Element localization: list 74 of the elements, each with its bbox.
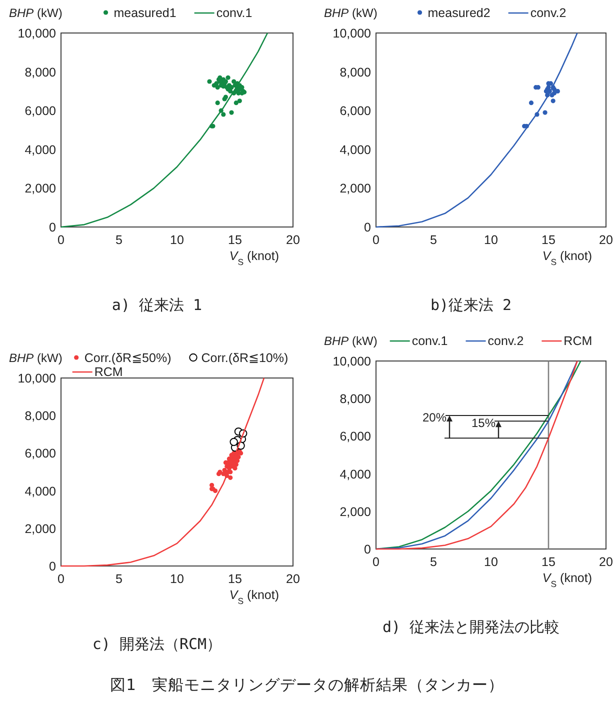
legend-label: conv.1 — [216, 6, 252, 20]
y-tick-label: 2,000 — [24, 182, 56, 196]
y-tick-label: 10,000 — [332, 26, 372, 40]
legend-label: conv.2 — [488, 334, 524, 348]
x-tick-label: 0 — [58, 572, 65, 586]
x-tick-label: 20 — [286, 572, 300, 586]
legend-item: measured2 — [417, 6, 490, 20]
y-tick-label: 6,000 — [24, 104, 56, 118]
y-tick-label: 2,000 — [340, 182, 372, 196]
y-tick-label: 0 — [49, 220, 56, 234]
y-tick-label: 0 — [364, 220, 372, 234]
legend-item: conv.1 — [194, 6, 252, 20]
y-tick-label: 8,000 — [24, 65, 56, 80]
text: d) 従来法と開発法の比較 — [382, 618, 560, 636]
y-tick-label: 0 — [364, 542, 372, 556]
y-axis-title: BHP (kW) — [9, 351, 62, 365]
x-tick-label: 5 — [116, 233, 123, 247]
x-tick-label: 20 — [599, 555, 613, 569]
x-tick-label: 20 — [286, 233, 300, 247]
x-axis-title: V$_{S}$ (knot) — [542, 249, 592, 267]
y-tick-label: 4,000 — [340, 467, 372, 482]
legend-item: RCM — [72, 365, 123, 379]
x-tick-label: 20 — [599, 233, 613, 247]
text: c) 開発法（RCM） — [92, 635, 222, 653]
legend-label: conv.1 — [412, 334, 448, 348]
y-tick-label: 4,000 — [340, 142, 372, 157]
legend-label: RCM — [564, 334, 592, 348]
y-tick-label: 6,000 — [340, 430, 372, 444]
x-tick-label: 15 — [228, 572, 242, 586]
y-tick-label: 6,000 — [340, 104, 372, 118]
x-tick-label: 10 — [484, 233, 498, 247]
y-tick-label: 4,000 — [24, 484, 56, 498]
legend-item: Corr.(δR≦50%) — [74, 351, 172, 365]
x-tick-label: 15 — [542, 233, 556, 247]
x-tick-label: 0 — [372, 555, 380, 569]
x-tick-label: 10 — [484, 555, 498, 569]
annotation: 20% — [422, 410, 447, 425]
legend-item: conv.2 — [466, 334, 524, 348]
legend-item: conv.1 — [390, 334, 448, 348]
legend-label: RCM — [94, 365, 123, 379]
caption: 図1 実船モニタリングデータの解析結果（タンカー） — [110, 676, 504, 694]
x-tick-label: 5 — [430, 555, 438, 569]
annotation: 15% — [471, 416, 496, 430]
x-tick-label: 15 — [542, 555, 556, 569]
y-tick-label: 8,000 — [24, 409, 56, 424]
x-tick-label: 5 — [430, 233, 438, 247]
legend-item: conv.2 — [508, 6, 566, 20]
legend-label: conv.2 — [530, 6, 566, 20]
y-tick-label: 8,000 — [340, 392, 372, 406]
legend-item: measured1 — [103, 6, 176, 20]
x-axis-title: V$_{S}$ (knot) — [542, 571, 592, 589]
text: b)従来法 2 — [430, 296, 512, 314]
y-axis-title: BHP (kW) — [324, 6, 378, 20]
x-tick-label: 10 — [170, 233, 184, 247]
legend-item: Corr.(δR≦10%) — [189, 351, 288, 365]
y-axis-title: BHP (kW) — [9, 6, 62, 20]
x-tick-label: 5 — [116, 572, 123, 586]
y-tick-label: 10,000 — [18, 372, 56, 386]
x-axis-title: V$_{S}$ (knot) — [229, 249, 279, 267]
y-tick-label: 2,000 — [340, 504, 372, 519]
y-axis-title: BHP (kW) — [324, 334, 378, 348]
text: a) 従来法 1 — [112, 296, 202, 314]
y-tick-label: 10,000 — [18, 26, 56, 40]
x-tick-label: 15 — [228, 233, 242, 247]
x-tick-label: 10 — [170, 572, 184, 586]
legend-item: RCM — [542, 334, 592, 348]
y-tick-label: 10,000 — [332, 354, 372, 368]
x-tick-label: 0 — [372, 233, 380, 247]
x-tick-label: 0 — [58, 233, 65, 247]
y-tick-label: 8,000 — [340, 65, 372, 80]
y-tick-label: 6,000 — [24, 446, 56, 461]
y-tick-label: 4,000 — [24, 142, 56, 157]
y-tick-label: 2,000 — [24, 522, 56, 536]
x-axis-title: V$_{S}$ (knot) — [229, 588, 279, 606]
